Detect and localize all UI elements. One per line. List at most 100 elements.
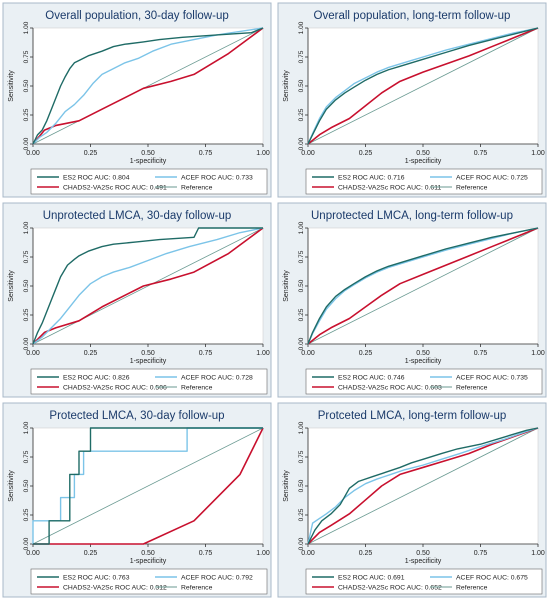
x-tick-label: 0.00 — [26, 350, 40, 357]
y-tick-label: 0.75 — [23, 450, 30, 463]
legend-label-reference: Reference — [181, 185, 213, 192]
series-line-es2 — [32, 27, 264, 145]
x-tick-label: 1.00 — [531, 350, 545, 357]
legend-box — [30, 568, 268, 595]
x-tick-label: 0.25 — [359, 350, 373, 357]
legend-label-acef: ACEF ROC AUC: 0.733 — [181, 175, 253, 182]
y-tick-label: 0.00 — [298, 537, 305, 550]
series-line-acef — [307, 227, 539, 345]
x-tick-label: 0.75 — [474, 550, 488, 557]
y-tick-label: 0.75 — [298, 50, 305, 63]
legend-box — [30, 168, 268, 195]
y-tick-label: 0.25 — [23, 308, 30, 321]
series-line-chads — [33, 427, 264, 545]
x-tick-label: 0.75 — [199, 350, 213, 357]
y-tick-label: 1.00 — [298, 21, 305, 34]
legend-label-es2: ES2 ROC AUC: 0.716 — [338, 175, 405, 182]
legend-label-es2: ES2 ROC AUC: 0.826 — [63, 375, 130, 382]
x-tick-label: 0.25 — [84, 350, 98, 357]
y-tick-label: 0.00 — [298, 137, 305, 150]
y-tick-label: 0.75 — [23, 50, 30, 63]
chart-title: Overall population, long-term follow-up — [314, 10, 511, 22]
chart-panel-2: Overall population, long-term follow-up 0… — [277, 2, 547, 198]
y-tick-label: 0.50 — [298, 279, 305, 292]
y-axis-label: Sensitivity — [8, 70, 15, 102]
x-tick-label: 0.50 — [416, 350, 430, 357]
y-tick-label: 0.50 — [23, 279, 30, 292]
chart-title: Unprotected LMCA, long-term follow-up — [311, 210, 513, 222]
legend-label-acef: ACEF ROC AUC: 0.792 — [181, 575, 253, 582]
series-line-chads — [307, 427, 539, 545]
chart-panel-1: Overall population, 30-day follow-up 0.00… — [2, 2, 272, 198]
series-line-acef — [32, 27, 264, 145]
y-tick-label: 0.25 — [298, 308, 305, 321]
x-axis-label: 1-specificity — [130, 158, 167, 165]
series-line-es2 — [307, 427, 539, 545]
legend-label-reference: Reference — [456, 585, 488, 592]
y-tick-label: 0.50 — [23, 479, 30, 492]
y-tick-label: 0.00 — [298, 337, 305, 350]
x-tick-label: 0.50 — [141, 350, 155, 357]
legend-label-reference: Reference — [181, 585, 213, 592]
x-axis-label: 1-specificity — [405, 158, 442, 165]
series-line-chads — [32, 27, 264, 145]
legend-box — [305, 568, 543, 595]
chart-title: Unprotected LMCA, 30-day follow-up — [43, 210, 232, 222]
y-tick-label: 0.50 — [298, 479, 305, 492]
series-line-reference — [32, 427, 264, 545]
y-tick-label: 0.25 — [23, 508, 30, 521]
y-tick-label: 1.00 — [23, 421, 30, 434]
x-axis-label: 1-specificity — [405, 558, 442, 565]
y-tick-label: 0.50 — [298, 79, 305, 92]
y-axis-label: Sensitivity — [283, 270, 290, 302]
legend-label-acef: ACEF ROC AUC: 0.735 — [456, 375, 528, 382]
legend-box — [30, 368, 268, 395]
legend-label-es2: ES2 ROC AUC: 0.746 — [338, 375, 405, 382]
chart-panel-5: Protected LMCA, 30-day follow-up 0.00 0.25… — [2, 402, 272, 598]
chart-panel-3: Unprotected LMCA, 30-day follow-up 0.00 0.… — [2, 202, 272, 398]
legend-label-chads: CHADS2-VA2Sc ROC AUC: 0.652 — [338, 585, 442, 592]
series-line-es2 — [32, 227, 263, 345]
legend-label-es2: ES2 ROC AUC: 0.763 — [63, 575, 130, 582]
x-tick-label: 0.00 — [26, 150, 40, 157]
x-tick-label: 0.25 — [359, 550, 373, 557]
x-tick-label: 1.00 — [531, 150, 545, 157]
chart-title: Protceted LMCA, long-term follow-up — [318, 410, 507, 422]
legend-label-es2: ES2 ROC AUC: 0.804 — [63, 175, 130, 182]
series-line-acef — [307, 27, 539, 145]
series-line-es2 — [33, 427, 263, 545]
legend-label-acef: ACEF ROC AUC: 0.728 — [181, 375, 253, 382]
legend-label-acef: ACEF ROC AUC: 0.675 — [456, 575, 528, 582]
y-tick-label: 1.00 — [298, 221, 305, 234]
x-tick-label: 0.75 — [474, 350, 488, 357]
chart-title: Overall population, 30-day follow-up — [45, 10, 228, 22]
legend-label-reference: Reference — [456, 385, 488, 392]
x-tick-label: 0.75 — [199, 550, 213, 557]
y-axis-label: Sensitivity — [8, 270, 15, 302]
x-tick-label: 0.25 — [359, 150, 373, 157]
x-axis-label: 1-specificity — [130, 358, 167, 365]
x-tick-label: 0.50 — [141, 550, 155, 557]
x-tick-label: 0.00 — [301, 350, 315, 357]
x-tick-label: 0.75 — [474, 150, 488, 157]
x-axis-label: 1-specificity — [405, 358, 442, 365]
series-line-es2 — [307, 27, 539, 145]
chart-panel-4: Unprotected LMCA, long-term follow-up 0.0… — [277, 202, 547, 398]
legend-label-chads: CHADS2-VA2Sc ROC AUC: 0.603 — [338, 385, 442, 392]
series-line-reference — [32, 27, 264, 145]
series-line-reference — [307, 227, 539, 345]
x-tick-label: 0.25 — [84, 150, 98, 157]
series-line-reference — [307, 427, 539, 545]
legend-label-chads: CHADS2-VA2Sc ROC AUC: 0.491 — [63, 185, 167, 192]
x-tick-label: 0.50 — [416, 550, 430, 557]
series-line-chads — [307, 227, 539, 345]
y-axis-label: Sensitivity — [283, 70, 290, 102]
legend-label-chads: CHADS2-VA2Sc ROC AUC: 0.312 — [63, 585, 167, 592]
legend-label-reference: Reference — [181, 385, 213, 392]
y-tick-label: 1.00 — [23, 221, 30, 234]
series-line-acef — [307, 427, 539, 545]
legend-box — [305, 368, 543, 395]
x-tick-label: 0.75 — [199, 150, 213, 157]
series-line-reference — [32, 227, 264, 345]
